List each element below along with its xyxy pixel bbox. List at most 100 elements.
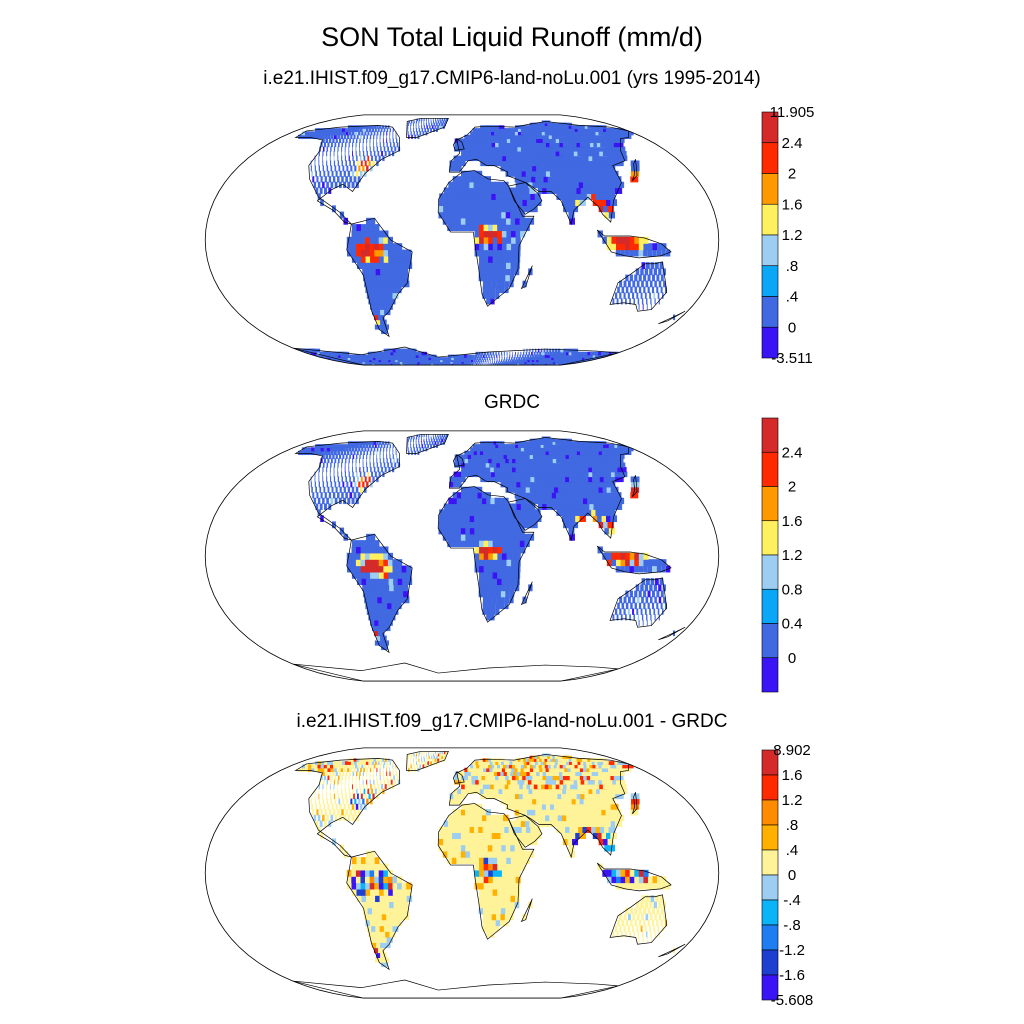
colorbar-swatch [761, 974, 779, 1001]
coastline-greenland [406, 750, 449, 771]
colorbar-tick-label: .8 [786, 817, 799, 834]
colorbar-swatch [761, 173, 779, 205]
colorbar-swatch [761, 899, 779, 926]
colorbar-tick-label: 1.6 [782, 767, 803, 784]
map-panel-2 [204, 430, 720, 682]
colorbar-tick-label: -1.2 [779, 942, 805, 959]
coastline-australia [609, 894, 668, 945]
coastline-southAmerica [346, 850, 413, 971]
colorbar-swatch [761, 142, 779, 174]
coastline-africa [437, 170, 535, 307]
colorbar-swatch [761, 296, 779, 328]
colorbar-swatch [761, 417, 779, 453]
coastline-africa [437, 486, 535, 623]
coastline-antarctica [292, 346, 619, 366]
colorbar-tick-label: -1.6 [779, 967, 805, 984]
coastline-southAmerica [346, 217, 413, 338]
coastline-uk [452, 138, 465, 151]
coastline-africa [437, 803, 535, 940]
colorbar-tick-label: .4 [786, 842, 799, 859]
colorbar-tick-label: 0 [788, 650, 796, 667]
coastline-europeAsia [448, 121, 630, 226]
coastline-newZealand [658, 626, 686, 641]
coastline-indonesia [596, 862, 672, 892]
colorbar-tick-label: .8 [786, 258, 799, 275]
coastline-europeAsia [448, 437, 630, 542]
colorbar-swatch [761, 234, 779, 267]
colorbar-tick-label: 1.2 [782, 792, 803, 809]
colorbar-3: 8.902 1.6 1.2 .8 .4 0 -.4 -.8 -1.2 -1.6 -5.608 [761, 742, 814, 1009]
coastline-antarctica [292, 662, 619, 682]
colorbar-swatch [761, 657, 779, 693]
colorbar-tick-label: 2.4 [782, 135, 803, 152]
map-outline [204, 114, 720, 366]
map-outline [204, 430, 720, 682]
coastline-japan [632, 475, 638, 497]
panel-3-subtitle: i.e21.IHIST.f09_g17.CMIP6-land-noLu.001 … [296, 711, 728, 732]
coastline-madagascar [520, 898, 533, 923]
coastline-arabia [508, 182, 543, 215]
coastline-australia [609, 577, 668, 628]
coastline-northAmerica [294, 440, 401, 541]
coastline-japan [632, 159, 638, 181]
colorbar-tick-label: 1.2 [782, 547, 803, 564]
figure-title: SON Total Liquid Runoff (mm/d) [321, 22, 703, 52]
colorbar-tick-label: -.8 [783, 917, 801, 934]
coastline-madagascar [520, 265, 533, 290]
colorbar-tick-label: 11.905 [770, 104, 815, 121]
colorbar-tick-label: 1.6 [782, 513, 803, 530]
colorbar-swatch [761, 949, 779, 976]
panel-2-subtitle: GRDC [484, 392, 540, 413]
coastline-newZealand [658, 943, 686, 958]
colorbar-swatch [761, 824, 779, 851]
coastline-greenland [406, 117, 449, 138]
map-panel-1 [204, 114, 720, 366]
colorbar-swatch [761, 451, 779, 487]
coastline-southAmerica [346, 533, 413, 654]
coastline-madagascar [520, 581, 533, 606]
colorbar-tick-label: 0.4 [782, 616, 803, 633]
colorbar-swatch [761, 486, 779, 522]
colorbar-tick-label: 8.902 [773, 742, 811, 759]
colorbar-tick-label: 0 [788, 867, 796, 884]
coastline-europeAsia [448, 754, 630, 859]
colorbar-swatch [761, 326, 779, 359]
runoff-grid [298, 434, 676, 651]
coastline-antarctica [292, 979, 619, 999]
colorbar-2: 2.4 2 1.6 1.2 0.8 0.4 0 [761, 417, 803, 693]
coastline-japan [632, 792, 638, 814]
colorbar-tick-label: 2.4 [782, 444, 803, 461]
map-panel-3 [204, 747, 720, 999]
coastline-indonesia [596, 229, 672, 259]
colorbar-tick-label: .4 [786, 289, 799, 306]
colorbar-1: 11.905 2.4 2 1.6 1.2 .8 .4 0 -3.511 [761, 104, 815, 367]
coastline-arabia [508, 498, 543, 531]
colorbar-tick-label: 0 [788, 319, 796, 336]
colorbar-swatch [761, 874, 779, 901]
coastline-uk [452, 771, 465, 784]
coastline-greenland [406, 433, 449, 454]
colorbar-tick-label: -5.608 [771, 992, 814, 1009]
colorbar-swatch [761, 554, 779, 590]
colorbar-tick-label: 2 [788, 166, 796, 183]
colorbar-tick-label: -3.511 [771, 350, 812, 367]
colorbar-swatch [761, 774, 779, 801]
colorbar-tick-label: 2 [788, 479, 796, 496]
runoff-grid [298, 751, 676, 968]
runoff-grid [294, 118, 676, 366]
colorbar-swatch [761, 588, 779, 624]
coastline-uk [452, 454, 465, 467]
colorbar-swatch [761, 203, 779, 236]
colorbar-swatch [761, 265, 779, 297]
coastline-northAmerica [294, 124, 401, 225]
coastline-australia [609, 261, 668, 312]
colorbar-swatch [761, 924, 779, 951]
map-outline [204, 747, 720, 999]
coastline-arabia [508, 815, 543, 848]
colorbar-tick-label: 1.6 [782, 196, 803, 213]
colorbar-swatch [761, 799, 779, 826]
coastline-newZealand [658, 310, 686, 325]
colorbar-tick-label: 0.8 [782, 581, 803, 598]
colorbar-swatch [761, 849, 779, 876]
